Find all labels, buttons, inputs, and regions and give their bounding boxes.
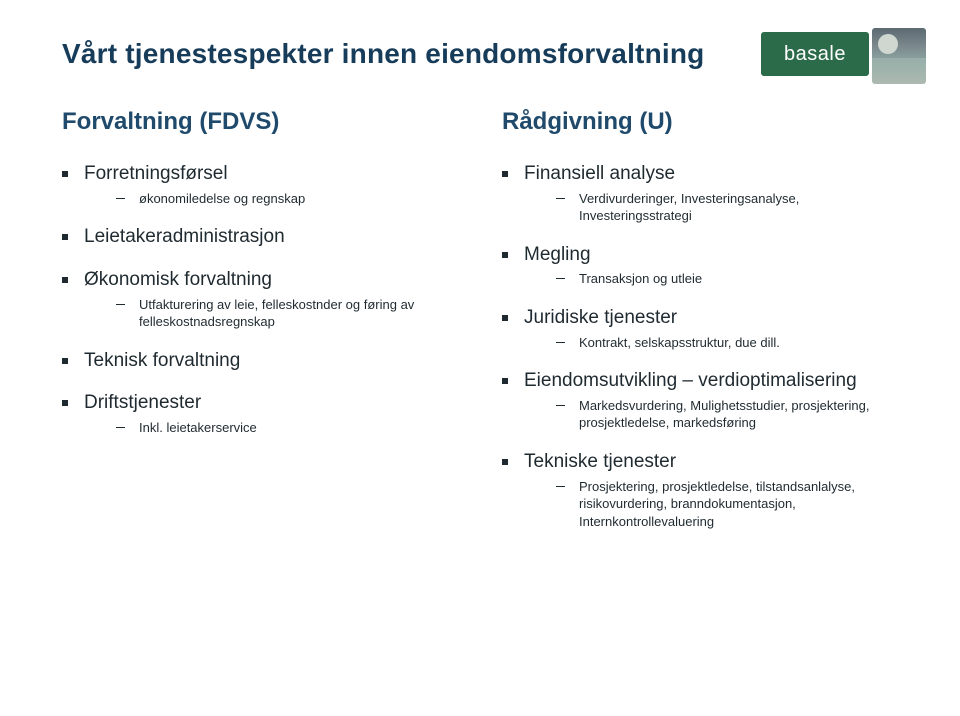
list-item: Tekniske tjenester Prosjektering, prosje… xyxy=(502,450,898,530)
sub-list: Prosjektering, prosjektledelse, tilstand… xyxy=(556,478,898,531)
sub-label: økonomiledelse og regnskap xyxy=(139,190,305,208)
item-label: Megling xyxy=(524,243,591,268)
sub-label: Verdivurderinger, Investeringsanalyse, I… xyxy=(579,190,898,225)
item-line: Eiendomsutvikling – verdioptimalisering xyxy=(502,369,898,394)
bullet-icon xyxy=(62,171,68,177)
bullet-icon xyxy=(62,400,68,406)
list-item: Forretningsførsel økonomiledelse og regn… xyxy=(62,162,458,207)
list-item: Eiendomsutvikling – verdioptimalisering … xyxy=(502,369,898,432)
item-label: Tekniske tjenester xyxy=(524,450,676,475)
logo-background: basale xyxy=(761,32,869,76)
dash-icon xyxy=(116,198,125,199)
item-label: Leietakeradministrasjon xyxy=(84,225,285,250)
right-list: Finansiell analyse Verdivurderinger, Inv… xyxy=(502,162,898,530)
item-line: Økonomisk forvaltning xyxy=(62,268,458,293)
columns: Forvaltning (FDVS) Forretningsførsel øko… xyxy=(62,108,898,548)
sub-list: Kontrakt, selskapsstruktur, due dill. xyxy=(556,334,898,352)
sub-item: økonomiledelse og regnskap xyxy=(116,190,458,208)
logo-image xyxy=(872,28,926,84)
dash-icon xyxy=(556,486,565,487)
sub-list: Transaksjon og utleie xyxy=(556,270,898,288)
item-label: Teknisk forvaltning xyxy=(84,349,240,374)
sub-list: økonomiledelse og regnskap xyxy=(116,190,458,208)
list-item: Finansiell analyse Verdivurderinger, Inv… xyxy=(502,162,898,225)
logo: basale xyxy=(761,28,926,84)
dash-icon xyxy=(556,278,565,279)
item-label: Økonomisk forvaltning xyxy=(84,268,272,293)
right-column: Rådgivning (U) Finansiell analyse Verdiv… xyxy=(502,108,898,548)
right-heading: Rådgivning (U) xyxy=(502,108,898,136)
dash-icon xyxy=(556,198,565,199)
item-line: Megling xyxy=(502,243,898,268)
sub-list: Markedsvurdering, Mulighetsstudier, pros… xyxy=(556,397,898,432)
item-label: Forretningsførsel xyxy=(84,162,228,187)
sub-item: Markedsvurdering, Mulighetsstudier, pros… xyxy=(556,397,898,432)
dash-icon xyxy=(116,304,125,305)
item-label: Driftstjenester xyxy=(84,391,201,416)
sub-list: Inkl. leietakerservice xyxy=(116,419,458,437)
sub-item: Inkl. leietakerservice xyxy=(116,419,458,437)
sub-list: Utfakturering av leie, felleskostnder og… xyxy=(116,296,458,331)
sub-list: Verdivurderinger, Investeringsanalyse, I… xyxy=(556,190,898,225)
list-item: Driftstjenester Inkl. leietakerservice xyxy=(62,391,458,436)
item-label: Juridiske tjenester xyxy=(524,306,677,331)
bullet-icon xyxy=(502,378,508,384)
sub-label: Markedsvurdering, Mulighetsstudier, pros… xyxy=(579,397,898,432)
list-item: Megling Transaksjon og utleie xyxy=(502,243,898,288)
left-heading: Forvaltning (FDVS) xyxy=(62,108,458,136)
sub-item: Kontrakt, selskapsstruktur, due dill. xyxy=(556,334,898,352)
logo-text: basale xyxy=(784,43,846,66)
left-column: Forvaltning (FDVS) Forretningsførsel øko… xyxy=(62,108,458,548)
item-label: Finansiell analyse xyxy=(524,162,675,187)
bullet-icon xyxy=(62,277,68,283)
dash-icon xyxy=(556,342,565,343)
sub-label: Utfakturering av leie, felleskostnder og… xyxy=(139,296,458,331)
item-line: Forretningsførsel xyxy=(62,162,458,187)
list-item: Leietakeradministrasjon xyxy=(62,225,458,250)
dash-icon xyxy=(116,427,125,428)
item-line: Tekniske tjenester xyxy=(502,450,898,475)
item-line: Finansiell analyse xyxy=(502,162,898,187)
dash-icon xyxy=(556,405,565,406)
item-line: Driftstjenester xyxy=(62,391,458,416)
list-item: Økonomisk forvaltning Utfakturering av l… xyxy=(62,268,458,331)
list-item: Juridiske tjenester Kontrakt, selskapsst… xyxy=(502,306,898,351)
sub-item: Prosjektering, prosjektledelse, tilstand… xyxy=(556,478,898,531)
sub-item: Transaksjon og utleie xyxy=(556,270,898,288)
bullet-icon xyxy=(62,234,68,240)
bullet-icon xyxy=(502,171,508,177)
left-list: Forretningsførsel økonomiledelse og regn… xyxy=(62,162,458,437)
item-line: Teknisk forvaltning xyxy=(62,349,458,374)
item-line: Leietakeradministrasjon xyxy=(62,225,458,250)
bullet-icon xyxy=(62,358,68,364)
bullet-icon xyxy=(502,315,508,321)
sub-item: Utfakturering av leie, felleskostnder og… xyxy=(116,296,458,331)
bullet-icon xyxy=(502,252,508,258)
item-label: Eiendomsutvikling – verdioptimalisering xyxy=(524,369,857,394)
list-item: Teknisk forvaltning xyxy=(62,349,458,374)
bullet-icon xyxy=(502,459,508,465)
item-line: Juridiske tjenester xyxy=(502,306,898,331)
slide: basale Vårt tjenestespekter innen eiendo… xyxy=(0,0,960,716)
sub-label: Kontrakt, selskapsstruktur, due dill. xyxy=(579,334,780,352)
sub-item: Verdivurderinger, Investeringsanalyse, I… xyxy=(556,190,898,225)
sub-label: Transaksjon og utleie xyxy=(579,270,702,288)
sub-label: Prosjektering, prosjektledelse, tilstand… xyxy=(579,478,898,531)
sub-label: Inkl. leietakerservice xyxy=(139,419,257,437)
